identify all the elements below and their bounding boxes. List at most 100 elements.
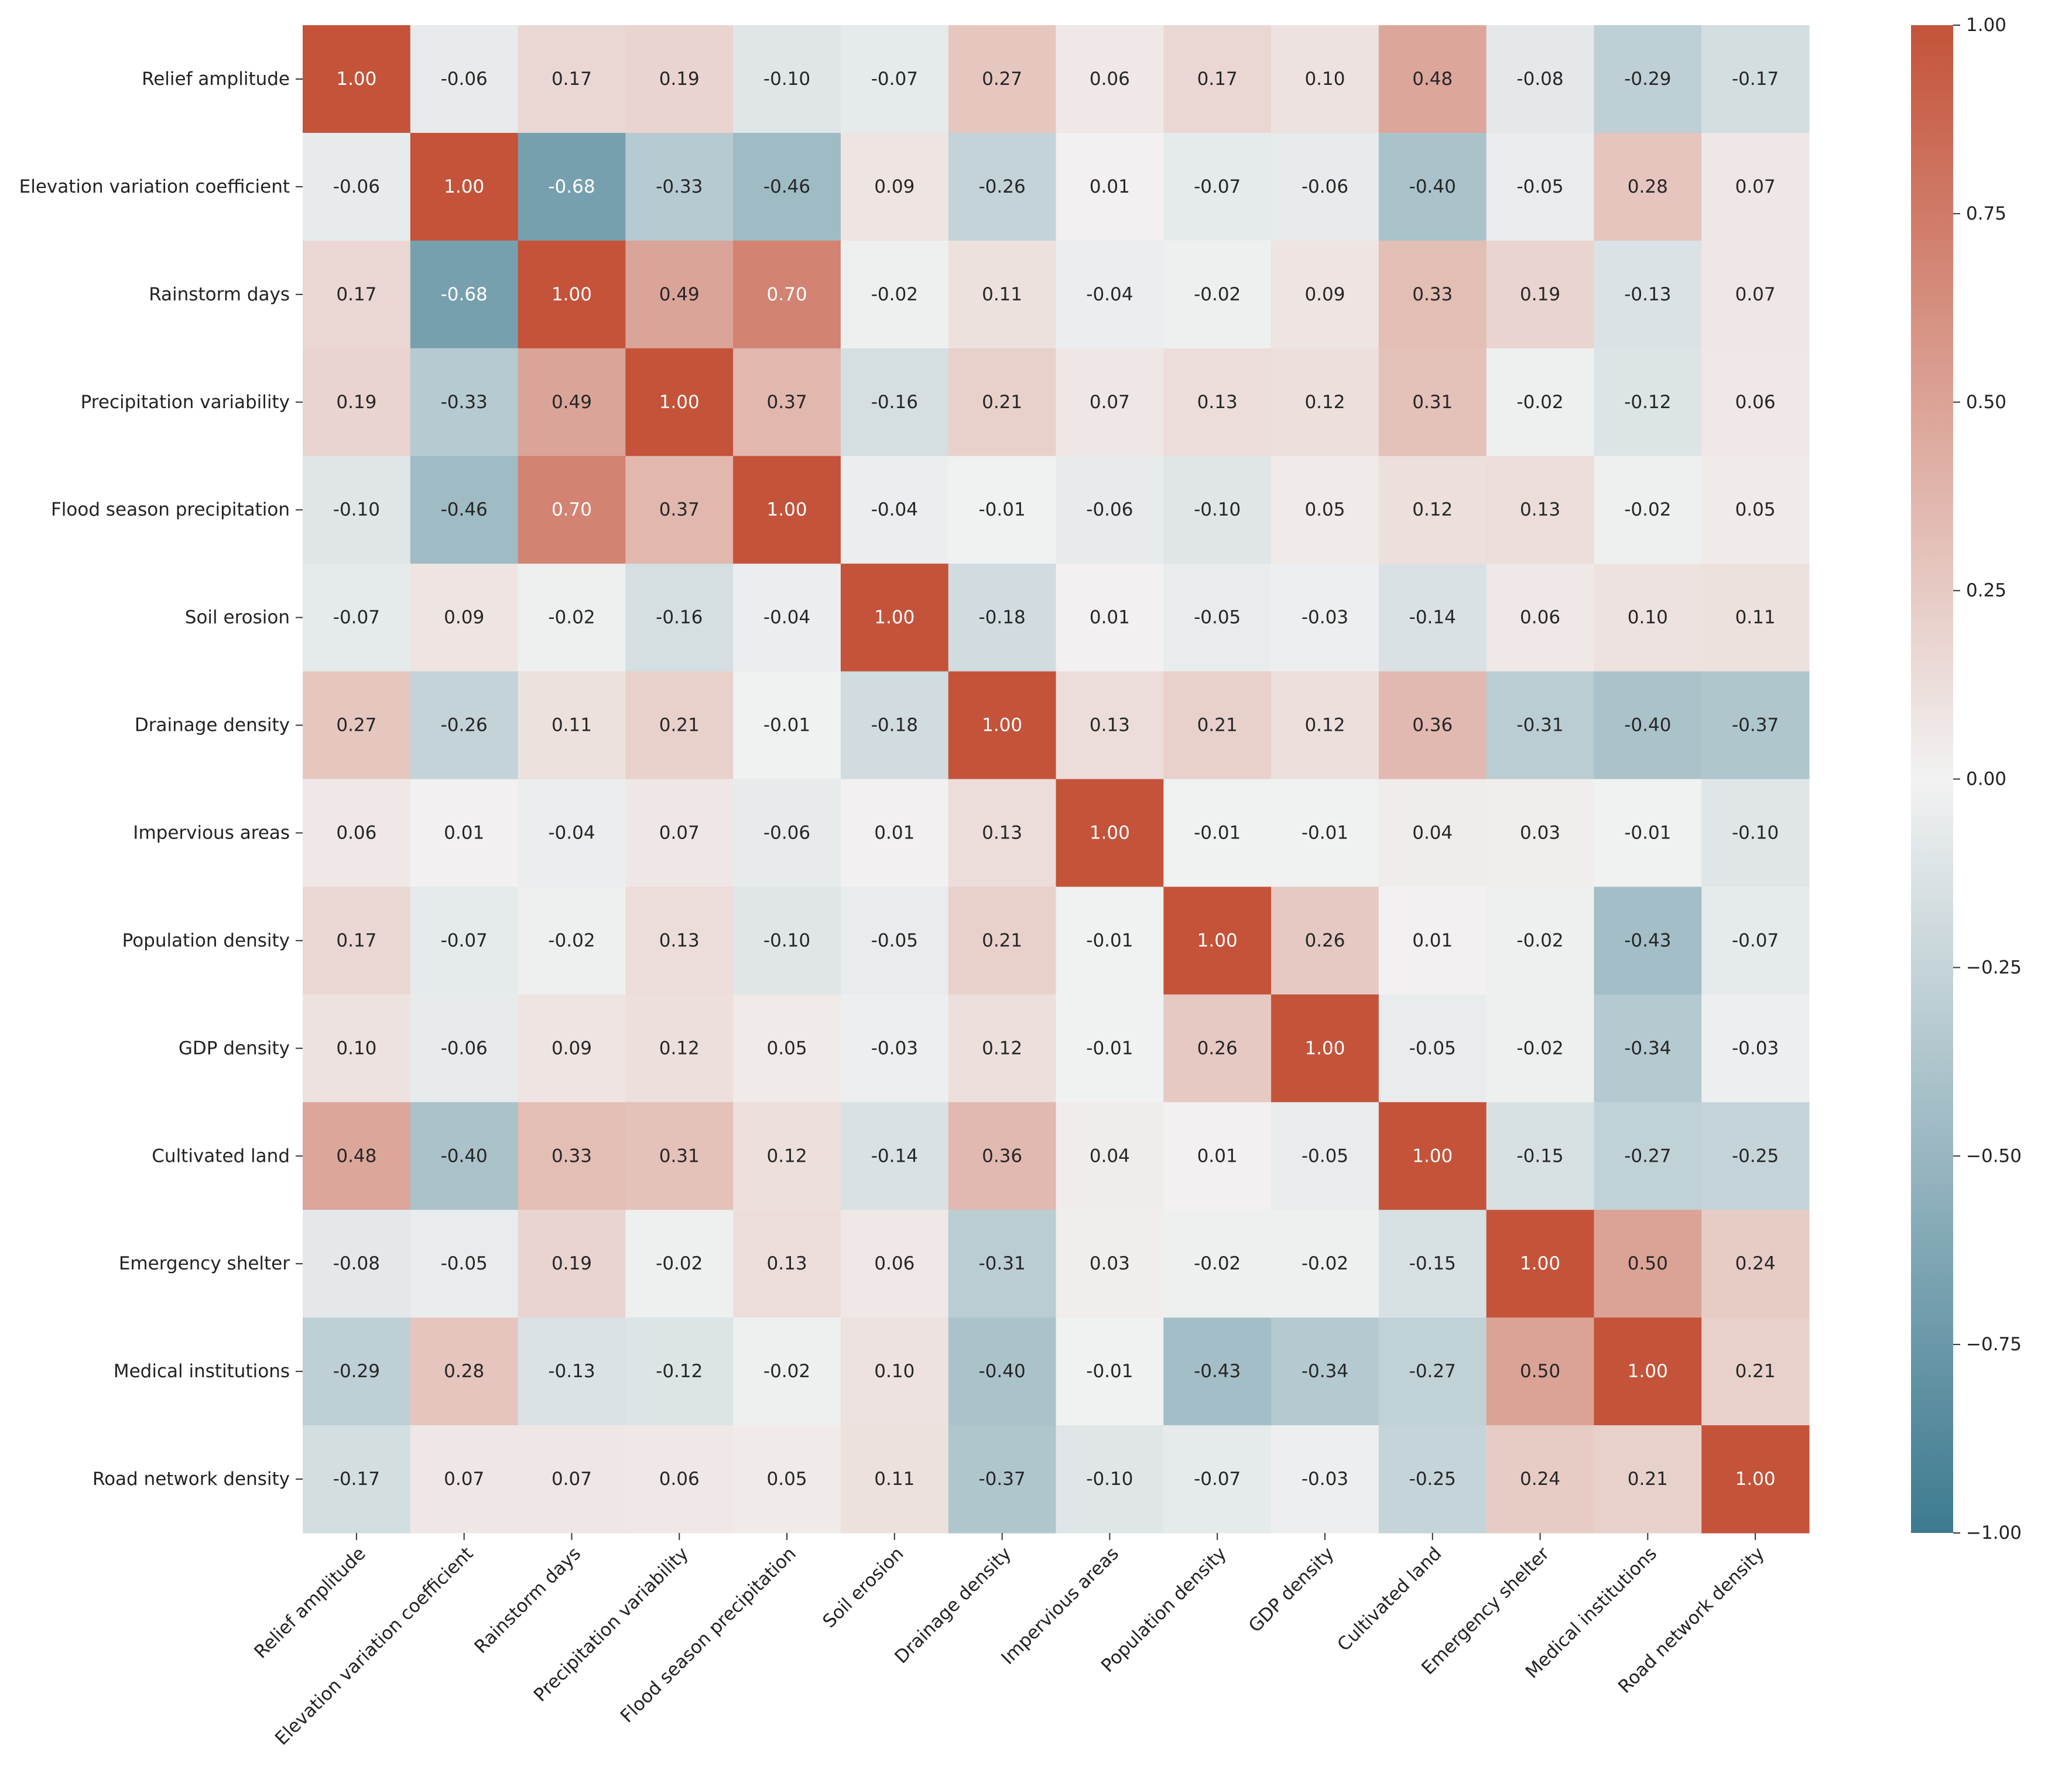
cell-value-label: -0.34: [1302, 1361, 1348, 1382]
y-tick-label: Drainage density: [135, 715, 290, 736]
heatmap-cell: [1271, 671, 1379, 780]
cell-value-label: 0.31: [659, 1145, 700, 1166]
cell-value-label: 0.09: [1304, 284, 1345, 305]
heatmap-cell: [1163, 1425, 1272, 1534]
heatmap-cell: [1271, 348, 1379, 457]
heatmap-cell: [1701, 456, 1810, 564]
cell-value-label: -0.03: [1302, 1469, 1348, 1490]
heatmap-cell: [625, 779, 734, 888]
heatmap-cell: [625, 456, 734, 564]
heatmap-cell: [1271, 1102, 1379, 1210]
heatmap-cell: [733, 348, 841, 457]
cell-value-label: 0.28: [444, 1361, 484, 1382]
heatmap-cell: [410, 348, 519, 457]
cell-value-label: 0.21: [982, 392, 1022, 413]
heatmap-cell: [840, 671, 949, 780]
y-tick-label: Emergency shelter: [119, 1253, 290, 1274]
heatmap-cell: [1378, 348, 1487, 457]
heatmap-cell: [1271, 887, 1379, 995]
cell-value-label: -0.17: [1732, 69, 1779, 90]
heatmap-cell: [1594, 240, 1702, 349]
heatmap-cell: [1056, 563, 1164, 672]
colorbar-gradient: [1911, 25, 1953, 1533]
cell-value-label: 0.13: [982, 822, 1022, 843]
heatmap-cell: [1486, 132, 1595, 241]
cell-value-label: -0.08: [1516, 69, 1563, 90]
y-tick-label: Medical institutions: [114, 1361, 290, 1382]
cell-value-label: 1.00: [1520, 1253, 1560, 1274]
cell-value-label: -0.17: [333, 1469, 380, 1490]
cell-value-label: -0.07: [871, 69, 918, 90]
cell-value-label: 1.00: [1735, 1469, 1776, 1490]
cell-value-label: -0.07: [1194, 176, 1241, 197]
heatmap-cell: [733, 25, 841, 134]
heatmap-cell: [518, 1425, 626, 1534]
heatmap-cell: [518, 1102, 626, 1210]
heatmap-cell: [1271, 994, 1379, 1103]
heatmap-cell: [410, 1102, 519, 1210]
colorbar-tick-label: 0.75: [1966, 203, 2006, 224]
cell-value-label: -0.05: [1194, 607, 1241, 628]
cell-value-label: 0.17: [552, 69, 592, 90]
heatmap-cell: [625, 132, 734, 241]
heatmap-cell: [733, 1210, 841, 1318]
heatmap-cell: [1056, 1210, 1164, 1318]
cell-value-label: -0.31: [979, 1253, 1026, 1274]
cell-value-label: -0.01: [1086, 1038, 1133, 1059]
cell-value-label: -0.40: [1409, 176, 1456, 197]
heatmap-cell: [303, 887, 411, 995]
y-tick-label: Population density: [122, 930, 290, 951]
cell-value-label: 0.12: [767, 1145, 807, 1166]
heatmap-cell: [1163, 887, 1272, 995]
heatmap-cell: [1378, 671, 1487, 780]
heatmap-cell: [733, 1102, 841, 1210]
heatmap-cell: [625, 1317, 734, 1426]
heatmap-cell: [840, 994, 949, 1103]
cell-value-label: -0.04: [548, 822, 595, 843]
heatmap-cell: [1056, 348, 1164, 457]
colorbar-tick-label: −0.50: [1966, 1145, 2022, 1166]
cell-value-label: -0.06: [333, 176, 380, 197]
heatmap-cell: [840, 240, 949, 349]
heatmap-cell: [1163, 779, 1272, 888]
cell-value-label: -0.05: [441, 1253, 488, 1274]
heatmap-cell: [1378, 779, 1487, 888]
heatmap-cell: [1486, 348, 1595, 457]
cell-value-label: 0.12: [1304, 715, 1345, 736]
heatmap-cell: [1594, 1425, 1702, 1534]
cell-value-label: -0.06: [1302, 176, 1348, 197]
cell-value-label: 0.19: [336, 392, 376, 413]
cell-value-label: 0.17: [336, 930, 376, 951]
colorbar-tick-label: 0.00: [1966, 769, 2006, 790]
cell-value-label: 0.09: [874, 176, 915, 197]
colorbar-tick-label: −0.25: [1966, 957, 2022, 978]
heatmap-cell: [840, 132, 949, 241]
heatmap-cell: [1378, 25, 1487, 134]
cell-value-label: 0.04: [1090, 1145, 1130, 1166]
cell-value-label: 0.21: [659, 715, 700, 736]
heatmap-cell: [1163, 1210, 1272, 1318]
cell-value-label: 0.05: [767, 1469, 807, 1490]
cell-value-label: 0.27: [982, 69, 1022, 90]
heatmap-cell: [1056, 240, 1164, 349]
cell-value-label: -0.01: [1302, 822, 1348, 843]
cell-value-label: 0.11: [552, 715, 592, 736]
heatmap-cell: [303, 348, 411, 457]
x-tick-label: Soil erosion: [818, 1543, 907, 1632]
heatmap-cell: [1271, 240, 1379, 349]
cell-value-label: -0.10: [1086, 1469, 1133, 1490]
heatmap-cell: [625, 1210, 734, 1318]
heatmap-cell: [1163, 994, 1272, 1103]
cell-value-label: 0.13: [1520, 499, 1560, 521]
cell-value-label: 0.19: [1520, 284, 1560, 305]
cell-value-label: -0.02: [1624, 499, 1671, 521]
cell-value-label: -0.06: [763, 822, 810, 843]
cell-value-label: 0.26: [1197, 1038, 1238, 1059]
cell-value-label: 0.50: [1520, 1361, 1560, 1382]
heatmap-cell: [1594, 348, 1702, 457]
cell-value-label: -0.08: [333, 1253, 380, 1274]
cell-value-label: 0.09: [552, 1038, 592, 1059]
heatmap-cell: [410, 671, 519, 780]
heatmap-cell: [518, 563, 626, 672]
